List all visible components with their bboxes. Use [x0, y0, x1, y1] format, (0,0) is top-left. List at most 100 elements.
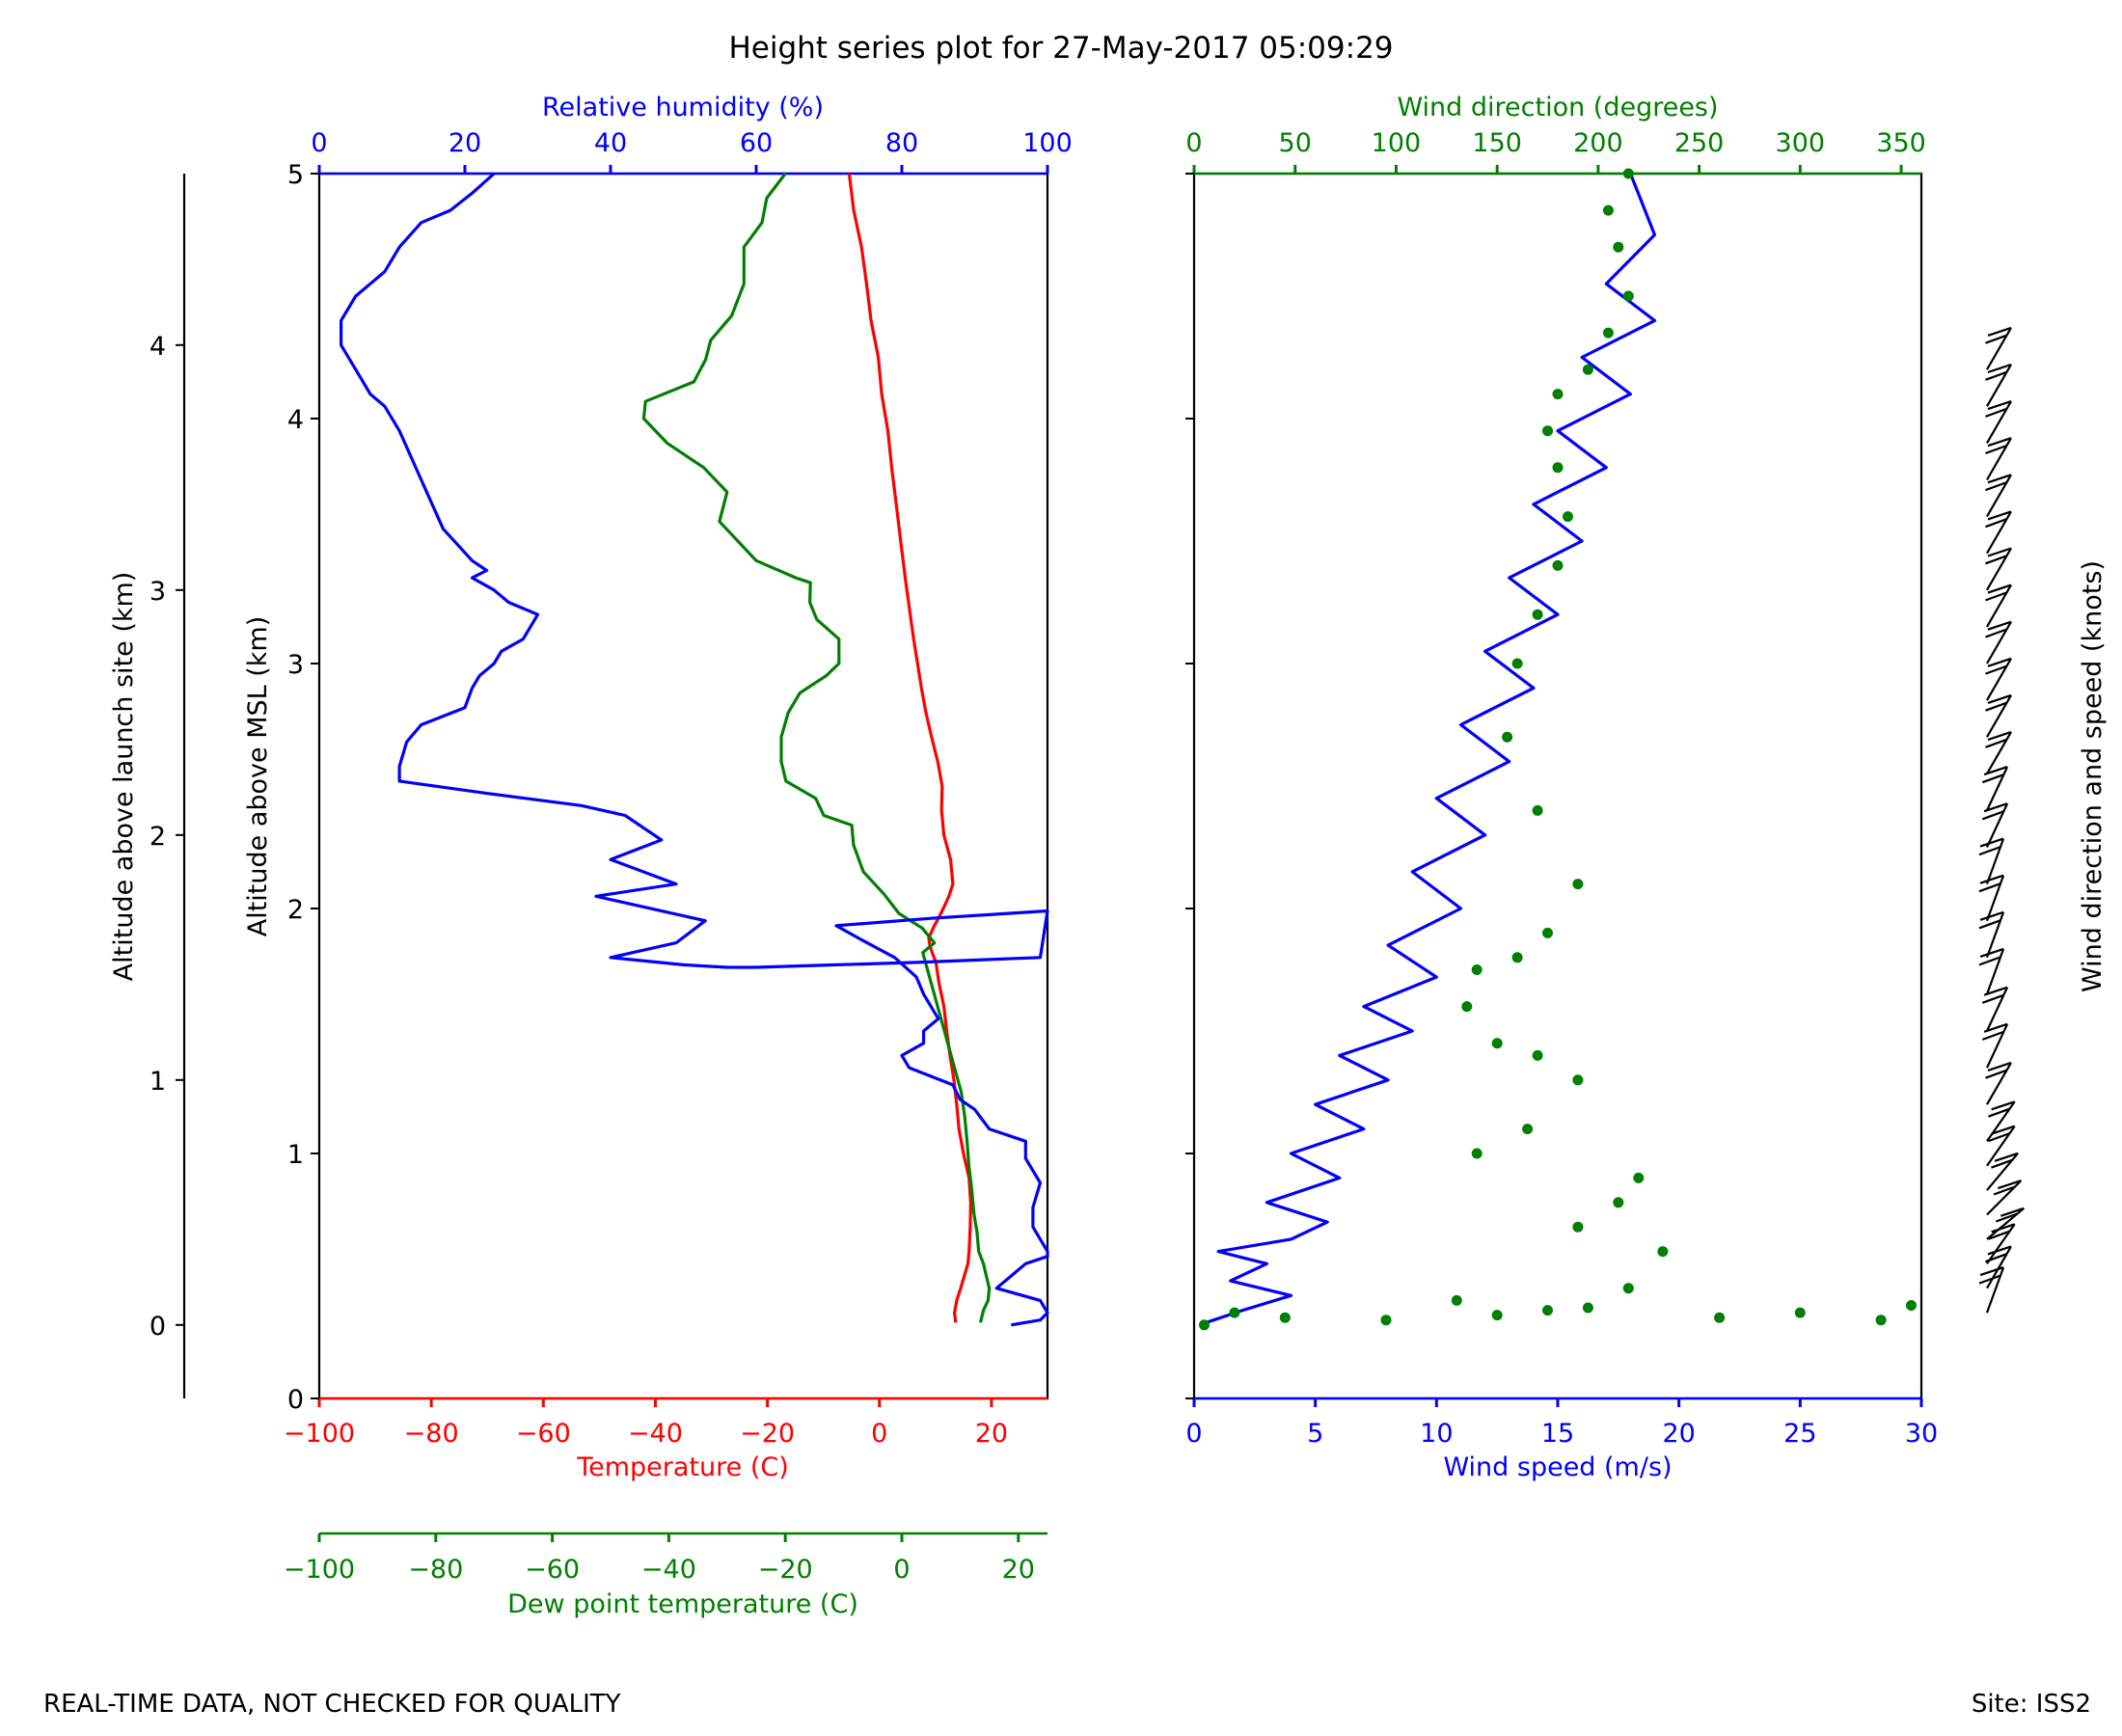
- barb-panel: Wind direction and speed (knots): [1978, 326, 2108, 1314]
- dewpoint-tick-label: −20: [758, 1555, 813, 1585]
- launch-tick-label: 0: [150, 1312, 166, 1342]
- launch-axis-label: Altitude above launch site (km): [109, 572, 139, 982]
- wind-barb: [1978, 910, 2005, 959]
- wind-direction-point: [1602, 327, 1614, 339]
- wind-speed-line: [1206, 173, 1657, 1324]
- wind-direction-point: [1491, 1038, 1503, 1049]
- wind-direction-tick-label: 0: [1185, 128, 1202, 158]
- wind-barb: [1986, 1207, 2026, 1240]
- wind-direction-point: [1572, 1221, 1584, 1233]
- dewpoint-tick-label: −100: [284, 1555, 355, 1585]
- wind-speed-tick-label: 15: [1541, 1419, 1574, 1449]
- launch-tick-label: 1: [150, 1067, 166, 1097]
- wind-barb: [1978, 947, 2005, 995]
- footer-right: Site: ISS2: [1972, 1690, 2091, 1719]
- thermo-panel: Relative humidity (%) Temperature (C) De…: [109, 93, 1073, 1619]
- wind-direction-point: [1572, 1074, 1584, 1086]
- wind-barb: [1985, 400, 2012, 444]
- wind-direction-point: [1794, 1307, 1806, 1318]
- wind-direction-point: [1622, 290, 1634, 302]
- wind-direction-point: [1657, 1246, 1669, 1258]
- wind-barb: [1986, 1180, 2023, 1216]
- wind-direction-point: [1552, 462, 1564, 474]
- dewpoint-tick-label: 20: [1002, 1555, 1035, 1585]
- wind-barb: [1986, 1152, 2019, 1191]
- wind-direction-point: [1532, 1049, 1543, 1061]
- wind-direction-tick-label: 200: [1573, 128, 1623, 158]
- wind-direction-point: [1602, 204, 1614, 216]
- wind-direction-point: [1502, 731, 1513, 743]
- wind-direction-point: [1572, 879, 1584, 890]
- wind-panel: Wind direction (degrees) Wind speed (m/s…: [1185, 93, 1938, 1482]
- dewpoint-tick-label: −60: [525, 1555, 580, 1585]
- launch-tick-label: 2: [150, 822, 166, 852]
- wind-direction-point: [1451, 1294, 1462, 1306]
- dewpoint-axis-label: Dew point temperature (C): [507, 1589, 858, 1619]
- wind-barb: [1985, 547, 2012, 591]
- humidity-tick-label: 80: [885, 128, 918, 158]
- wind-barb: [1985, 620, 2012, 665]
- temperature-tick-label: −40: [628, 1419, 683, 1449]
- wind-direction-point: [1542, 927, 1553, 938]
- humidity-tick-label: 40: [594, 128, 627, 158]
- wind-direction-point: [1471, 1148, 1483, 1159]
- wind-barb: [1986, 1100, 2016, 1142]
- wind-speed-tick-label: 25: [1783, 1419, 1816, 1449]
- dewpoint-tick-label: −40: [641, 1555, 696, 1585]
- wind-speed-tick-label: 10: [1420, 1419, 1453, 1449]
- wind-direction-tick-label: 250: [1674, 128, 1725, 158]
- wind-barb: [1978, 837, 2005, 884]
- wind-direction-point: [1471, 964, 1483, 975]
- wind-direction-tick-label: 50: [1279, 128, 1312, 158]
- msl-tick-label: 0: [287, 1385, 304, 1415]
- wind-speed-tick-label: 30: [1905, 1419, 1938, 1449]
- wind-barb: [1985, 326, 2012, 370]
- launch-tick-label: 4: [150, 332, 166, 362]
- wind-direction-tick-label: 100: [1372, 128, 1422, 158]
- wind-direction-point: [1542, 425, 1553, 437]
- wind-direction-point: [1229, 1307, 1240, 1318]
- msl-tick-label: 1: [287, 1140, 304, 1170]
- humidity-tick-label: 100: [1022, 128, 1073, 158]
- wind-direction-point: [1532, 609, 1543, 620]
- wind-direction-tick-label: 350: [1876, 128, 1926, 158]
- wind-direction-point: [1714, 1312, 1726, 1323]
- msl-tick-label: 2: [287, 895, 304, 925]
- footer-left: REAL-TIME DATA, NOT CHECKED FOR QUALITY: [43, 1690, 621, 1719]
- msl-tick-label: 5: [287, 160, 304, 190]
- wind-direction-axis-label: Wind direction (degrees): [1397, 93, 1718, 122]
- wind-barb: [1986, 1125, 2016, 1167]
- wind-direction-point: [1461, 1001, 1473, 1013]
- launch-tick-label: 3: [150, 577, 166, 607]
- wind-barb: [1985, 363, 2012, 407]
- wind-barb: [1985, 657, 2012, 701]
- wind-speed-tick-label: 20: [1662, 1419, 1695, 1449]
- msl-tick-label: 4: [287, 405, 304, 435]
- temperature-tick-label: −80: [404, 1419, 459, 1449]
- wind-direction-point: [1522, 1124, 1534, 1135]
- wind-barb: [1985, 474, 2012, 518]
- temperature-tick-label: −60: [516, 1419, 571, 1449]
- msl-tick-label: 3: [287, 650, 304, 680]
- wind-direction-point: [1552, 559, 1564, 571]
- wind-direction-point: [1622, 1283, 1634, 1294]
- wind-direction-point: [1906, 1300, 1917, 1311]
- msl-axis-label: Altitude above MSL (km): [243, 616, 273, 937]
- wind-speed-tick-label: 0: [1185, 1419, 1202, 1449]
- wind-direction-point: [1491, 1310, 1503, 1321]
- wind-direction-point: [1542, 1305, 1553, 1316]
- wind-direction-point: [1511, 658, 1523, 669]
- dewpoint-tick-label: −80: [408, 1555, 463, 1585]
- wind-direction-point: [1582, 364, 1593, 375]
- wind-barb: [1985, 437, 2012, 481]
- dewpoint-tick-label: 0: [893, 1555, 910, 1585]
- wind-barb: [1978, 1266, 2005, 1314]
- humidity-line: [340, 172, 1049, 1327]
- wind-direction-tick-label: 300: [1776, 128, 1826, 158]
- wind-direction-point: [1532, 804, 1543, 816]
- temperature-tick-label: 20: [975, 1419, 1008, 1449]
- wind-direction-point: [1511, 952, 1523, 963]
- wind-speed-tick-label: 5: [1307, 1419, 1323, 1449]
- wind-barb: [1985, 510, 2012, 555]
- wind-direction-point: [1380, 1315, 1392, 1326]
